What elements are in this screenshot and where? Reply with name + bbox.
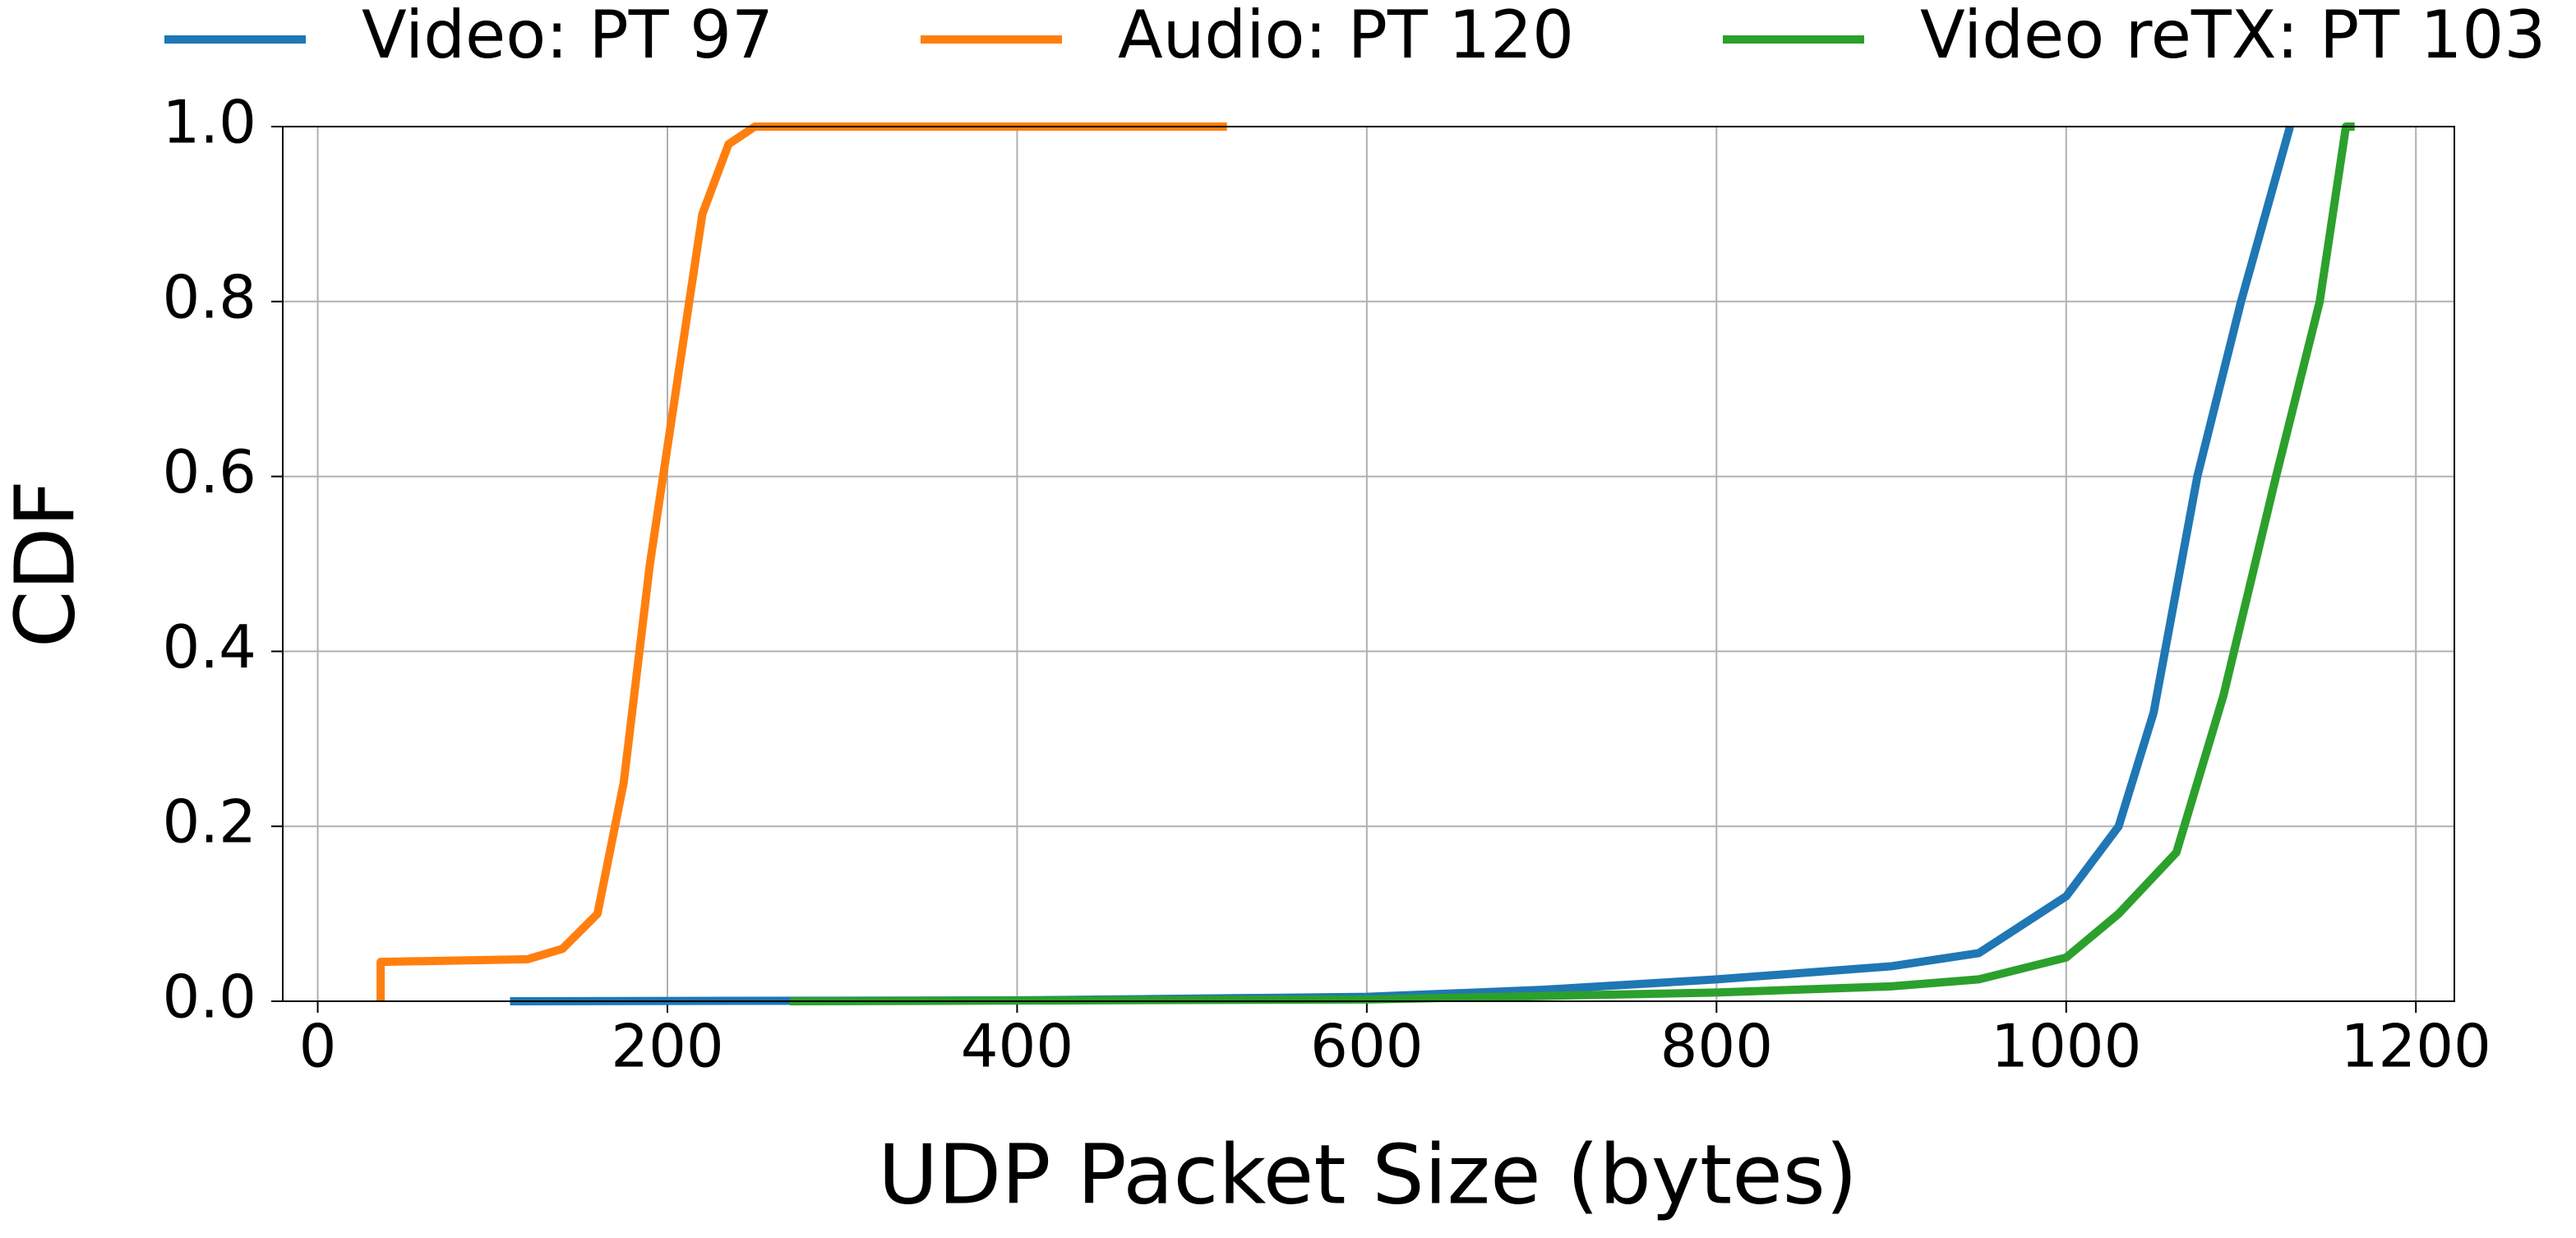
y-tick-label: 0.4 [162, 612, 256, 681]
y-tick-label: 0.0 [162, 963, 256, 1032]
x-tick-label: 200 [611, 1012, 723, 1081]
data-line [376, 122, 1227, 1001]
y-axis-label: CDF [0, 480, 93, 648]
x-tick-label: 1000 [1991, 1012, 2141, 1081]
data-line [789, 122, 2355, 1005]
y-tick-label: 0.6 [162, 437, 256, 506]
x-tick-label: 1200 [2341, 1012, 2491, 1081]
y-tick-label: 1.0 [162, 88, 256, 157]
y-tick-label: 0.2 [162, 788, 256, 857]
x-tick-label: 400 [961, 1012, 1073, 1081]
legend-label: Video: PT 97 [362, 0, 773, 73]
legend-label: Audio: PT 120 [1118, 0, 1574, 73]
x-axis-label: UDP Packet Size (bytes) [878, 1126, 1858, 1222]
x-tick-label: 600 [1310, 1012, 1423, 1081]
x-tick-label: 800 [1660, 1012, 1773, 1081]
plot-frame [282, 126, 2455, 1002]
y-tick-label: 0.8 [162, 262, 256, 331]
data-line [510, 125, 2294, 1005]
legend-label: Video reTX: PT 103 [1920, 0, 2546, 73]
x-tick-label: 0 [299, 1012, 337, 1081]
